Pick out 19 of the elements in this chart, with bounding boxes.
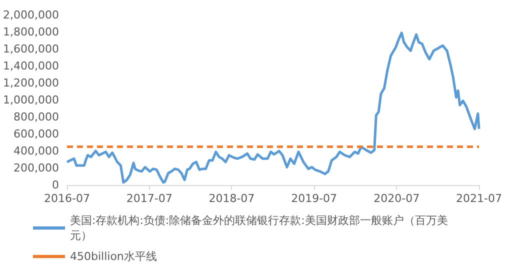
y-tick-label: 600,000 bbox=[13, 128, 59, 140]
y-tick-label: 2,000,000 bbox=[3, 8, 59, 22]
x-tick-label: 2020-07 bbox=[374, 192, 420, 205]
y-tick-label: 1,400,000 bbox=[3, 60, 59, 72]
x-tick-label: 2018-07 bbox=[208, 192, 255, 205]
x-tick-label: 2017-07 bbox=[126, 192, 172, 205]
legend-label: 450billion水平线 bbox=[70, 250, 157, 263]
legend-label: 美国:存款机构:负债:除储备金外的联储银行存款:美国财政部一般账户（百万美元） bbox=[70, 214, 448, 242]
x-tick-label: 2021-07 bbox=[456, 192, 502, 205]
y-tick-label: 400,000 bbox=[13, 144, 59, 158]
y-tick-label: 0 bbox=[52, 178, 59, 192]
y-tick-label: 1,200,000 bbox=[3, 76, 59, 90]
y-tick-label: 800,000 bbox=[13, 110, 59, 124]
y-tick-label: 1,600,000 bbox=[3, 42, 59, 56]
y-tick-label: 1,000,000 bbox=[3, 94, 59, 106]
x-tick-label: 2019-07 bbox=[291, 192, 338, 205]
y-tick-label: 1,800,000 bbox=[3, 26, 59, 38]
x-tick-label: 2016-07 bbox=[44, 192, 90, 205]
y-tick-label: 200,000 bbox=[13, 162, 59, 174]
